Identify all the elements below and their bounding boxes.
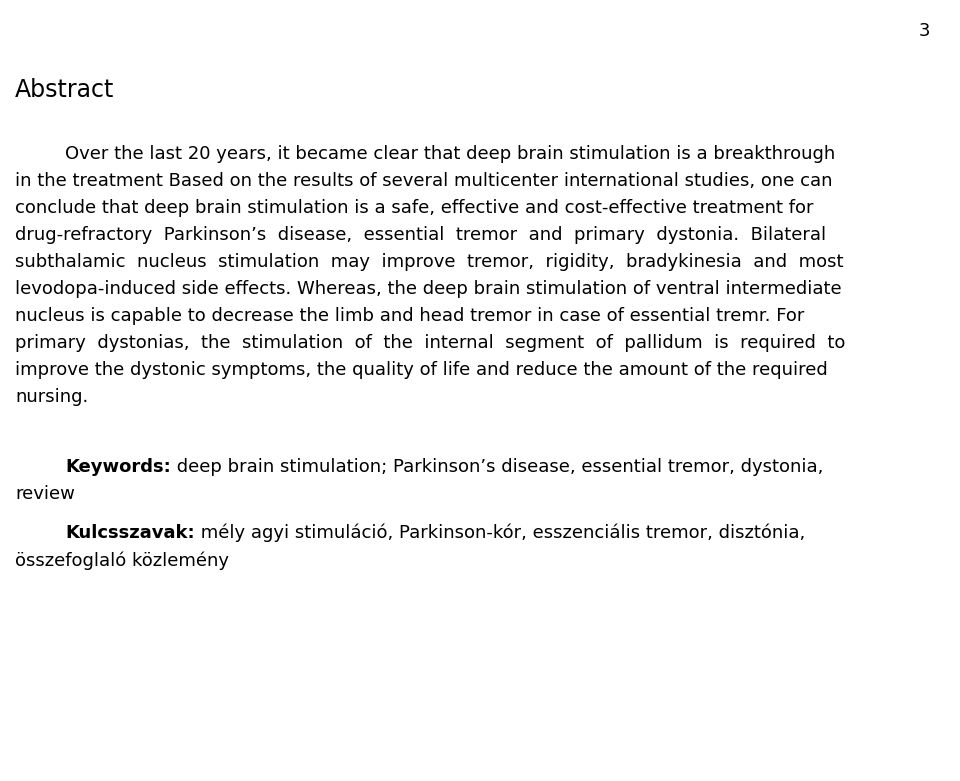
Text: Keywords:: Keywords:	[65, 458, 171, 476]
Text: deep brain stimulation; Parkinson’s disease, essential tremor, dystonia,: deep brain stimulation; Parkinson’s dise…	[171, 458, 823, 476]
Text: nursing.: nursing.	[15, 388, 88, 406]
Text: primary  dystonias,  the  stimulation  of  the  internal  segment  of  pallidum : primary dystonias, the stimulation of th…	[15, 334, 846, 352]
Text: subthalamic  nucleus  stimulation  may  improve  tremor,  rigidity,  bradykinesi: subthalamic nucleus stimulation may impr…	[15, 253, 844, 271]
Text: review: review	[15, 485, 75, 503]
Text: 3: 3	[919, 22, 930, 40]
Text: conclude that deep brain stimulation is a safe, effective and cost-effective tre: conclude that deep brain stimulation is …	[15, 199, 813, 217]
Text: összefoglaló közlemény: összefoglaló közlemény	[15, 551, 229, 569]
Text: nucleus is capable to decrease the limb and head tremor in case of essential tre: nucleus is capable to decrease the limb …	[15, 307, 804, 325]
Text: mély agyi stimuláció, Parkinson-kór, esszenciális tremor, disztónia,: mély agyi stimuláció, Parkinson-kór, ess…	[195, 524, 804, 543]
Text: drug-refractory  Parkinson’s  disease,  essential  tremor  and  primary  dystoni: drug-refractory Parkinson’s disease, ess…	[15, 226, 827, 244]
Text: Abstract: Abstract	[15, 78, 114, 102]
Text: Kulcsszavak:: Kulcsszavak:	[65, 524, 195, 542]
Text: Over the last 20 years, it became clear that deep brain stimulation is a breakth: Over the last 20 years, it became clear …	[65, 145, 835, 163]
Text: in the treatment Based on the results of several multicenter international studi: in the treatment Based on the results of…	[15, 172, 832, 190]
Text: improve the dystonic symptoms, the quality of life and reduce the amount of the : improve the dystonic symptoms, the quali…	[15, 361, 828, 379]
Text: levodopa-induced side effects. Whereas, the deep brain stimulation of ventral in: levodopa-induced side effects. Whereas, …	[15, 280, 842, 298]
